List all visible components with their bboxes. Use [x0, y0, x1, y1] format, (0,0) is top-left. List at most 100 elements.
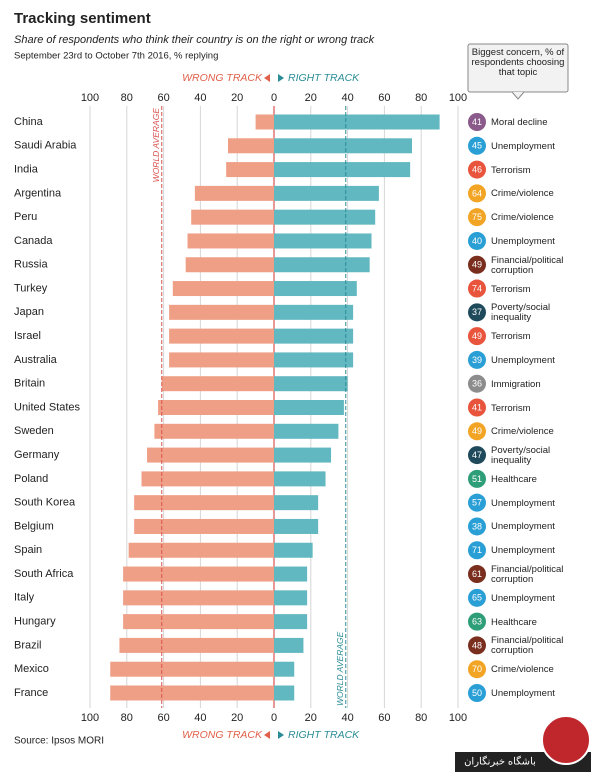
- concern-topic-text: Unemployment: [491, 497, 555, 509]
- bar-right: [274, 257, 370, 273]
- y-tick-label: Belgium: [14, 520, 54, 532]
- bar-wrong: [172, 281, 274, 297]
- concern-topic: Terrorism: [491, 331, 531, 343]
- x-tick-label: 100: [81, 712, 99, 724]
- x-tick-label: 20: [305, 92, 317, 104]
- concern-value: 57: [472, 498, 482, 508]
- concern-topic: Healthcare: [491, 474, 537, 484]
- concern-topic-box: Unemployment: [491, 682, 581, 706]
- concern-topic-text: Unemployment: [491, 354, 555, 366]
- concern-topic: Unemployment: [491, 236, 555, 246]
- concern-value: 51: [472, 474, 482, 484]
- concern-topic-text: Terrorism: [491, 331, 531, 343]
- bar-right: [274, 447, 332, 463]
- legend-right-arrow: [278, 74, 284, 82]
- y-tick-label: France: [14, 687, 48, 699]
- concern-value: 48: [472, 640, 482, 650]
- y-tick-label: South Korea: [14, 497, 76, 509]
- bar-right: [274, 185, 379, 201]
- concern-topic-box: Unemployment: [491, 515, 581, 539]
- y-tick-label: Poland: [14, 473, 48, 485]
- bar-wrong: [191, 209, 274, 225]
- legend-wrong-arrow: [264, 731, 270, 739]
- concern-topic-box: Terrorism: [491, 278, 581, 302]
- bar-wrong: [169, 352, 274, 368]
- concern-topic-text: Financial/political corruption: [491, 564, 564, 586]
- concern-circle: [468, 350, 486, 369]
- concern-value: 49: [472, 260, 482, 270]
- concern-topic: Terrorism: [491, 403, 531, 413]
- bar-right: [274, 233, 372, 249]
- concern-circle: [468, 184, 486, 203]
- concern-circle: [468, 160, 486, 179]
- y-tick-label: South Africa: [14, 568, 74, 580]
- concern-circle: [468, 565, 486, 584]
- x-tick-label: 40: [194, 712, 206, 724]
- concern-circle: [468, 113, 486, 131]
- legend-right: RIGHT TRACK: [288, 729, 360, 741]
- concern-topic: Unemployment: [491, 349, 581, 373]
- x-tick-label: 60: [157, 92, 169, 104]
- concern-topic-box: Healthcare: [491, 611, 581, 635]
- concern-topic: Unemployment: [491, 497, 555, 509]
- bar-right: [274, 376, 348, 392]
- y-tick-label: Mexico: [14, 663, 49, 675]
- bar-wrong: [228, 138, 274, 154]
- x-tick-label: 40: [341, 712, 353, 724]
- concern-topic-text: Immigration: [491, 378, 541, 390]
- concern-value: 46: [472, 164, 482, 174]
- x-tick-label: 0: [271, 92, 277, 104]
- y-tick-label: Hungary: [14, 616, 56, 628]
- concern-circle: [468, 541, 486, 560]
- concern-topic-box: Unemployment: [491, 539, 581, 563]
- concern-topic-box: Immigration: [491, 373, 581, 397]
- concern-topic: Crime/violence: [491, 213, 554, 223]
- concern-value: 70: [472, 664, 482, 674]
- bar-wrong: [185, 257, 274, 273]
- legend-wrong-arrow: [264, 74, 270, 82]
- concern-topic: Terrorism: [491, 165, 531, 175]
- concern-header: Biggest concern, % of respondents choosi…: [472, 48, 565, 78]
- bar-right: [274, 304, 354, 320]
- concern-value: 41: [472, 117, 482, 127]
- concern-topic-box: Crime/violence: [491, 182, 581, 206]
- x-tick-label: 20: [305, 712, 317, 724]
- concern-value: 63: [472, 617, 482, 627]
- y-tick-label: United States: [14, 401, 81, 413]
- concern-topic: Crime/violence: [491, 665, 554, 675]
- concern-topic: Unemployment: [491, 593, 555, 603]
- concern-value: 50: [472, 688, 482, 698]
- concern-topic: Healthcare: [491, 611, 581, 635]
- source: Source: Ipsos MORI: [14, 736, 104, 747]
- concern-topic-text: Healthcare: [491, 616, 537, 628]
- legend-wrong: WRONG TRACK: [182, 72, 263, 84]
- concern-value: 45: [472, 141, 482, 151]
- concern-topic-text: Unemployment: [491, 140, 555, 152]
- y-tick-label: Japan: [14, 306, 44, 318]
- concern-circle: [468, 660, 486, 679]
- watermark: باشگاه خبرنگاران: [455, 715, 591, 772]
- concern-topic-text: Financial/political corruption: [491, 635, 564, 657]
- bar-wrong: [134, 518, 274, 534]
- bar-wrong: [255, 114, 274, 130]
- concern-value: 41: [472, 402, 482, 412]
- y-tick-label: Spain: [14, 544, 42, 556]
- concern-topic-box: Unemployment: [491, 349, 581, 373]
- concern-topic-text: Unemployment: [491, 545, 555, 557]
- bar-right: [274, 352, 354, 368]
- y-tick-label: Britain: [14, 378, 45, 390]
- bar-wrong: [134, 495, 274, 511]
- bar-wrong: [123, 614, 275, 630]
- chart-note: September 23rd to October 7th 2016, % re…: [14, 51, 218, 62]
- x-tick-label: 20: [231, 92, 243, 104]
- bar-right: [274, 614, 308, 630]
- x-tick-label: 60: [378, 712, 390, 724]
- concern-value: 65: [472, 593, 482, 603]
- concern-value: 71: [472, 545, 482, 555]
- bar-right: [274, 685, 295, 701]
- concern-topic-text: Unemployment: [491, 688, 555, 699]
- concern-topic: Crime/violence: [491, 427, 554, 437]
- concern-topic-box: Poverty/social inequality: [491, 301, 581, 325]
- concern-circle: [468, 398, 486, 417]
- bar-right: [274, 542, 313, 558]
